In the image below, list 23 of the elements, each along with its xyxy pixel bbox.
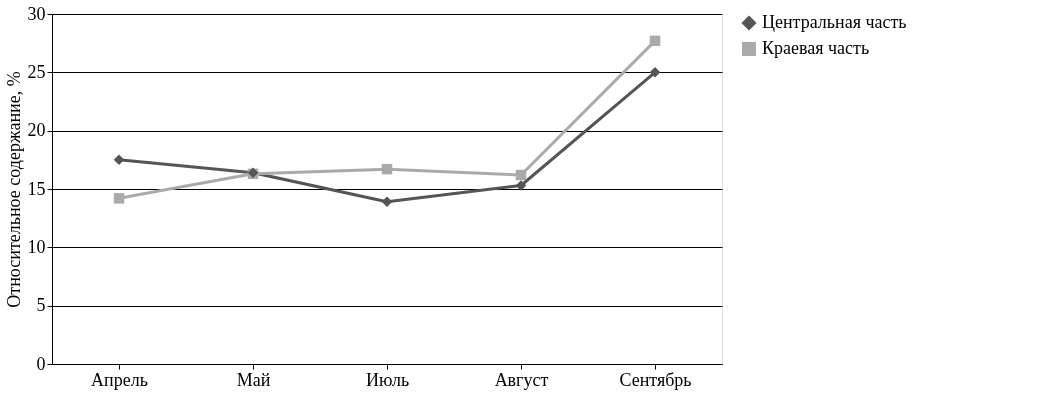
x-tick-label: Сентябрь bbox=[619, 369, 692, 390]
x-tick-label: Июль bbox=[365, 369, 410, 390]
y-tick-label: 5 bbox=[36, 295, 46, 316]
legend-label: Центральная часть bbox=[762, 12, 907, 32]
y-tick-label: 30 bbox=[27, 3, 46, 24]
x-tick-label: Август bbox=[494, 369, 549, 390]
y-axis-title: Относительное содержание, % bbox=[3, 71, 24, 308]
y-tick-label: 0 bbox=[36, 353, 46, 374]
point bbox=[515, 180, 527, 191]
point bbox=[649, 35, 661, 47]
x-tick-label: Май bbox=[236, 369, 271, 390]
point bbox=[381, 163, 393, 175]
y-tick-label: 20 bbox=[27, 120, 46, 141]
point bbox=[381, 196, 393, 208]
y-tick-label: 10 bbox=[27, 236, 46, 257]
point bbox=[649, 67, 661, 78]
point bbox=[113, 193, 125, 204]
point bbox=[515, 169, 527, 181]
y-tick-label: 25 bbox=[27, 61, 46, 82]
point bbox=[113, 154, 125, 166]
legend-label: Краевая часть bbox=[762, 38, 870, 58]
y-tick-label: 15 bbox=[27, 178, 46, 199]
x-tick-label: Апрель bbox=[91, 369, 148, 390]
